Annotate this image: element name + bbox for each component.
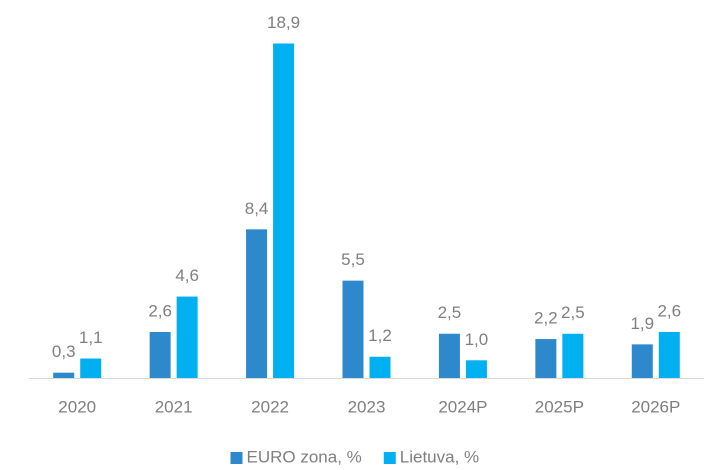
bar — [273, 43, 295, 378]
x-tick-label: 2020 — [58, 397, 96, 416]
bar — [631, 344, 653, 378]
value-label: 1,1 — [79, 328, 103, 347]
bar — [465, 360, 487, 378]
x-tick-label: 2026P — [631, 397, 680, 416]
bar — [176, 296, 198, 378]
legend-swatch — [383, 452, 396, 464]
value-label: 2,5 — [438, 303, 462, 322]
value-label: 2,5 — [561, 303, 585, 322]
value-label: 2,2 — [534, 309, 558, 328]
bar — [562, 333, 584, 378]
value-label: 0,3 — [52, 342, 76, 361]
x-tick-label: 2022 — [251, 397, 289, 416]
value-label: 2,6 — [148, 301, 172, 320]
bar — [80, 358, 102, 378]
legend-label: Lietuva, % — [400, 447, 479, 466]
legend-label: EURO zona, % — [247, 447, 362, 466]
x-tick-label: 2024P — [438, 397, 487, 416]
legend-swatch — [230, 452, 243, 464]
value-label: 1,9 — [630, 314, 654, 333]
bar — [53, 372, 75, 378]
x-tick-label: 2023 — [348, 397, 386, 416]
x-tick-label: 2025P — [535, 397, 584, 416]
x-tick-label: 2021 — [155, 397, 193, 416]
bar — [246, 229, 268, 378]
bar — [149, 331, 171, 378]
bar — [369, 356, 391, 378]
value-label: 2,6 — [657, 301, 681, 320]
bar — [535, 339, 557, 378]
value-label: 1,0 — [465, 330, 489, 349]
value-label: 18,9 — [267, 13, 300, 32]
value-label: 1,2 — [368, 326, 392, 345]
value-label: 8,4 — [245, 199, 269, 218]
value-label: 4,6 — [175, 266, 199, 285]
bar — [342, 280, 364, 378]
bar — [658, 331, 680, 378]
bar — [438, 333, 460, 378]
value-label: 5,5 — [341, 250, 365, 269]
